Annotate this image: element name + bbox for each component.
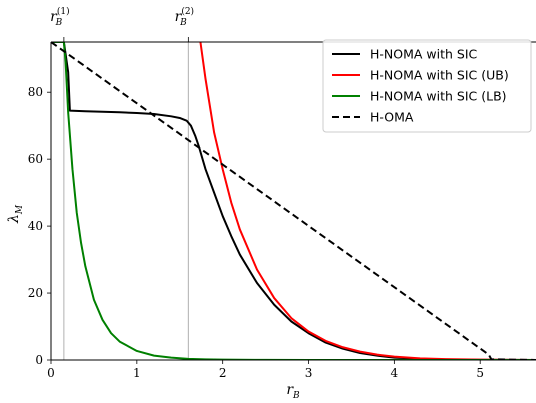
y-tick-label-0: 0 <box>35 353 43 367</box>
top-tick-label-1: r(1) B <box>50 6 69 28</box>
legend-label-4: H-OMA <box>370 110 414 125</box>
y-tick-label-4: 80 <box>28 85 43 99</box>
x-axis-label: rB <box>286 382 300 401</box>
top-tick-label-1-sub: B <box>55 18 63 28</box>
legend-label-2: H-NOMA with SIC (UB) <box>370 68 509 83</box>
y-axis-label-main: λ <box>6 214 22 224</box>
x-axis-label-sub: B <box>292 391 300 401</box>
legend-box <box>322 39 532 133</box>
top-tick-label-2: r(2) B <box>175 6 194 28</box>
legend: H-NOMA with SIC H-NOMA with SIC (UB) H-NOM… <box>322 39 532 133</box>
x-tick-label-3: 3 <box>305 366 313 380</box>
x-tick-label-5: 5 <box>476 366 484 380</box>
y-tick-label-1: 20 <box>28 286 43 300</box>
x-axis-label-main: r <box>286 382 294 398</box>
top-tick-label-2-sup: (2) <box>181 6 194 17</box>
y-tick-label-2: 40 <box>28 219 43 233</box>
top-tick-label-1-main: r <box>50 9 58 25</box>
x-tick-label-2: 2 <box>219 366 227 380</box>
y-axis-label: λM <box>6 204 25 224</box>
y-axis-label-sub: M <box>15 204 25 215</box>
x-tick-label-0: 0 <box>47 366 55 380</box>
x-tick-label-4: 4 <box>391 366 399 380</box>
series-line-2 <box>199 42 536 360</box>
tick-marks: 0 1 2 3 4 5 0 20 40 60 80 <box>28 85 484 380</box>
legend-label-1: H-NOMA with SIC <box>370 47 478 62</box>
series-line-1 <box>51 42 536 360</box>
x-tick-label-1: 1 <box>133 366 141 380</box>
top-tick-label-2-sub: B <box>179 18 187 28</box>
top-tick-label-1-sup: (1) <box>57 6 70 17</box>
legend-label-3: H-NOMA with SIC (LB) <box>370 89 507 104</box>
y-tick-label-3: 60 <box>28 152 43 166</box>
top-tick-label-2-main: r <box>175 9 183 25</box>
